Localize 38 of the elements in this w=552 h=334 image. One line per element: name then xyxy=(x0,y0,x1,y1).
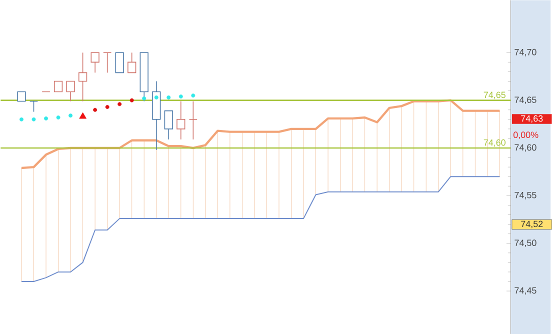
text: 74,63 xyxy=(521,115,543,123)
text: 74,52 xyxy=(521,220,543,228)
point xyxy=(142,96,146,100)
point xyxy=(56,115,60,120)
candlestick xyxy=(90,52,100,74)
candlestick xyxy=(115,52,124,74)
candlestick xyxy=(188,100,198,140)
point xyxy=(93,108,98,112)
candlestick xyxy=(103,52,112,74)
y-tick-label: 74,50 xyxy=(514,240,536,247)
y-tick-label: 74,70 xyxy=(514,48,536,56)
y-tick-label: 74,45 xyxy=(514,287,536,295)
y-tick-label: 74,55 xyxy=(514,192,536,200)
candlestick xyxy=(164,110,173,140)
candlestick xyxy=(17,91,26,102)
y-tick-label: 74,60 xyxy=(514,144,536,152)
point xyxy=(166,95,171,100)
point xyxy=(118,102,122,106)
point xyxy=(178,94,183,98)
point xyxy=(20,117,24,122)
candlestick xyxy=(128,52,136,74)
point xyxy=(79,112,86,119)
text: 0,00% xyxy=(513,132,538,139)
candlestick xyxy=(78,52,88,102)
point xyxy=(130,98,134,102)
point xyxy=(191,93,196,98)
point xyxy=(68,114,73,118)
ref-line-label: 74,65 xyxy=(484,92,506,100)
point xyxy=(44,116,48,120)
candlestick xyxy=(54,80,63,92)
point xyxy=(105,104,110,109)
candlestick xyxy=(176,100,186,140)
y-tick-label: 74,65 xyxy=(514,96,536,104)
point xyxy=(32,117,36,122)
ref-line-label: 74,60 xyxy=(484,139,506,147)
candlestick xyxy=(66,80,75,102)
point xyxy=(154,95,158,100)
candlestick xyxy=(29,100,38,112)
